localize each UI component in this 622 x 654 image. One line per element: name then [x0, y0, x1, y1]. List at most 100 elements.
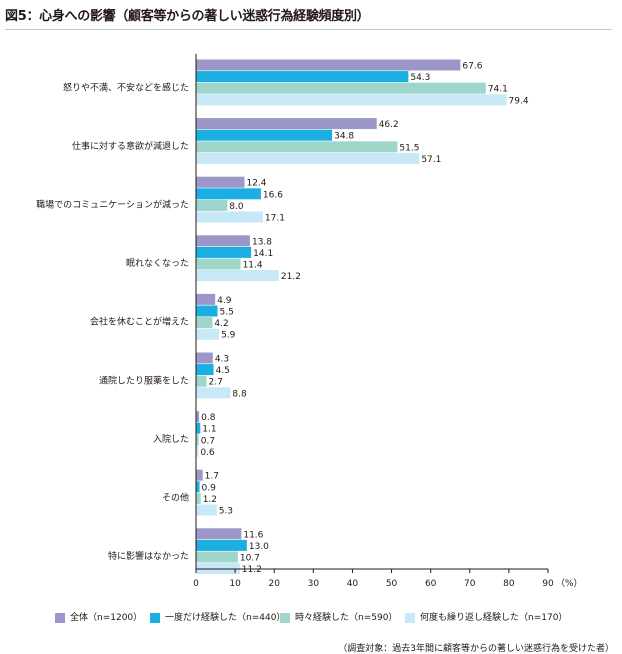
value-label-9-4: 11.2: [242, 565, 262, 575]
bar-9-2: [196, 539, 247, 551]
bar-7-4: [196, 445, 199, 457]
value-label-1-1: 67.6: [462, 62, 482, 72]
bar-2-2: [196, 129, 333, 141]
bar-1-3: [196, 82, 486, 94]
bar-chart: 67.6 54.3 74.179.4 怒りや不満、不安などを感じた 46.2 34.8 51…: [36, 54, 583, 589]
category-label-1: 怒りや不満、不安などを感じた: [63, 81, 189, 93]
value-label-2-3: 51.5: [399, 143, 419, 153]
bar-5-2: [196, 305, 218, 317]
bar-6-3: [196, 375, 207, 387]
bar-1-2: [196, 71, 409, 83]
legend-label-3: 時々経験した（n=590）: [295, 613, 398, 623]
survey-note: （調査対象：過去3年間に顧客等からの著しい迷惑行為を受けた者）: [338, 644, 614, 654]
bar-6-2: [196, 364, 214, 376]
x-tick-label-0: 0: [193, 579, 199, 589]
value-label-5-2: 5.5: [220, 308, 234, 318]
value-label-6-1: 4.3: [215, 355, 229, 365]
value-label-1-2: 54.3: [410, 73, 430, 83]
legend-swatch-2: [150, 613, 160, 623]
bar-4-3: [196, 258, 241, 270]
title-divider: [5, 29, 612, 30]
category-label-4: 眠れなくなった: [126, 258, 189, 269]
bar-8-1: [196, 469, 203, 481]
x-tick-label-60: 60: [425, 579, 437, 589]
value-label-7-4: 0.6: [200, 448, 215, 458]
bar-5-3: [196, 317, 213, 329]
value-label-8-1: 1.7: [205, 472, 219, 482]
value-label-7-2: 1.1: [202, 425, 216, 435]
bar-8-3: [196, 492, 201, 504]
category-label-8: その他: [162, 492, 189, 504]
value-label-6-3: 2.7: [209, 378, 223, 388]
value-label-9-2: 13.0: [249, 542, 269, 552]
bar-3-4: [196, 211, 263, 223]
x-tick-label-50: 50: [386, 579, 398, 589]
legend-label-4: 何度も繰り返し経験した（n=170）: [420, 613, 568, 623]
value-label-6-2: 4.5: [216, 366, 230, 376]
bar-2-1: [196, 118, 377, 130]
value-label-1-4: 79.4: [509, 96, 529, 106]
legend-label-1: 全体（n=1200）: [70, 613, 143, 623]
value-label-9-1: 11.6: [243, 530, 263, 540]
x-tick-label-90: 90: [542, 579, 554, 589]
value-label-2-2: 34.8: [334, 132, 354, 142]
value-label-8-2: 0.9: [202, 483, 217, 493]
value-label-7-1: 0.8: [201, 413, 216, 423]
bar-3-2: [196, 188, 261, 200]
value-label-3-4: 17.1: [265, 214, 285, 224]
x-tick-label-30: 30: [308, 579, 320, 589]
bar-7-3: [196, 434, 199, 446]
bar-8-2: [196, 481, 200, 493]
bar-4-2: [196, 246, 252, 258]
value-label-5-3: 4.2: [214, 319, 228, 329]
value-label-4-2: 14.1: [253, 249, 273, 259]
x-tick-label-40: 40: [347, 579, 359, 589]
bar-3-3: [196, 199, 228, 211]
bar-2-3: [196, 141, 398, 153]
value-label-7-3: 0.7: [201, 436, 215, 446]
bar-3-1: [196, 176, 245, 188]
bar-9-1: [196, 528, 242, 540]
category-label-2: 仕事に対する意欲が減退した: [72, 140, 189, 152]
x-tick-label-20: 20: [268, 579, 280, 589]
legend-swatch-1: [55, 613, 65, 623]
bar-8-4: [196, 504, 217, 516]
bar-7-1: [196, 411, 200, 423]
value-label-4-3: 11.4: [243, 261, 263, 271]
chart-title: 図5：心身への影響（顧客等からの著しい迷惑行為経験頻度別）: [5, 9, 370, 24]
bar-6-1: [196, 352, 213, 364]
category-label-6: 通院したり服薬をした: [99, 374, 189, 386]
legend-swatch-4: [405, 613, 415, 623]
bar-4-1: [196, 235, 250, 247]
bar-2-4: [196, 152, 420, 164]
bar-5-4: [196, 328, 220, 340]
x-axis-unit: （%）: [556, 578, 583, 589]
bar-7-2: [196, 422, 201, 434]
value-label-9-3: 10.7: [240, 554, 260, 564]
value-label-5-1: 4.9: [217, 296, 232, 306]
category-label-3: 職場でのコミュニケーションが減った: [36, 199, 189, 211]
value-label-3-3: 8.0: [229, 202, 244, 212]
value-label-4-4: 21.2: [281, 272, 301, 282]
x-tick-label-70: 70: [464, 579, 476, 589]
legend-label-2: 一度だけ経験した（n=440）: [165, 613, 286, 623]
value-label-2-1: 46.2: [379, 120, 399, 130]
value-label-1-3: 74.1: [488, 85, 508, 95]
bar-9-3: [196, 551, 238, 563]
value-label-3-2: 16.6: [263, 190, 283, 200]
bar-1-1: [196, 59, 461, 71]
value-label-5-4: 5.9: [221, 331, 236, 341]
value-label-3-1: 12.4: [246, 179, 266, 189]
bar-6-4: [196, 387, 231, 399]
value-label-4-1: 13.8: [252, 237, 272, 247]
category-label-5: 会社を休むことが増えた: [90, 316, 189, 328]
bar-5-1: [196, 293, 216, 305]
value-label-6-4: 8.8: [232, 389, 247, 399]
value-label-2-4: 57.1: [421, 155, 441, 165]
value-label-8-3: 1.2: [203, 495, 217, 505]
x-tick-label-10: 10: [229, 579, 241, 589]
category-label-7: 入院した: [153, 433, 189, 445]
legend-swatch-3: [280, 613, 290, 623]
category-label-9: 特に影響はなかった: [108, 550, 189, 562]
bar-1-4: [196, 94, 507, 106]
